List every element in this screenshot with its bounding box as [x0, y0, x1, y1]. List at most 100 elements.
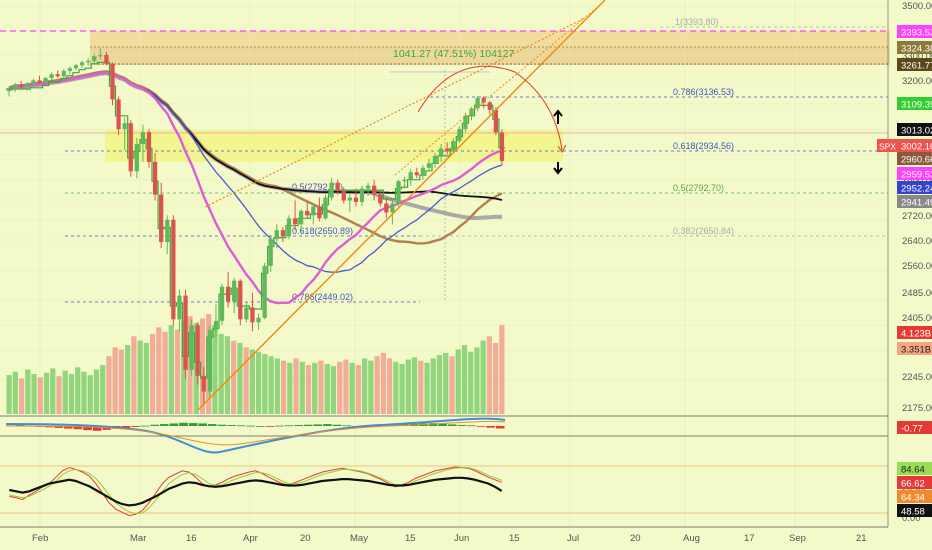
candle-body[interactable]	[238, 280, 243, 320]
candle-body[interactable]	[61, 70, 66, 77]
ma-pink-line[interactable]	[8, 71, 503, 305]
candle-body[interactable]	[183, 295, 188, 370]
candle-body[interactable]	[43, 78, 48, 83]
candle-body[interactable]	[116, 99, 121, 130]
candle-body[interactable]	[86, 60, 91, 63]
candle-body[interactable]	[493, 109, 499, 133]
candle-body[interactable]	[19, 84, 24, 87]
candle-body[interactable]	[122, 123, 127, 130]
candle-body[interactable]	[31, 80, 36, 84]
candle-body[interactable]	[292, 218, 298, 225]
candle-body[interactable]	[213, 320, 219, 330]
trend-line-dotted[interactable]	[204, 17, 586, 208]
candle-body[interactable]	[359, 188, 365, 202]
candle-body[interactable]	[37, 80, 42, 83]
candle-body[interactable]	[201, 375, 206, 392]
price-badge[interactable]: 4.123B	[897, 326, 932, 340]
candle-body[interactable]	[499, 132, 505, 161]
candle-body[interactable]	[92, 56, 97, 61]
candle-body[interactable]	[457, 129, 462, 142]
candle-body[interactable]	[323, 197, 328, 219]
price-badge[interactable]: 2952.24	[897, 181, 932, 195]
candle-body[interactable]	[232, 280, 237, 302]
candle-body[interactable]	[189, 325, 194, 370]
candle-body[interactable]	[225, 286, 231, 302]
candle-body[interactable]	[110, 63, 115, 100]
candle-body[interactable]	[165, 219, 170, 243]
price-badge[interactable]: 2959.53	[897, 167, 932, 181]
candle-body[interactable]	[378, 194, 383, 204]
candle-body[interactable]	[487, 102, 492, 110]
candle-body[interactable]	[244, 307, 249, 320]
ma-brown-line[interactable]	[8, 70, 503, 245]
candle-body[interactable]	[256, 317, 261, 323]
candle-body[interactable]	[420, 167, 425, 176]
step-stop-line[interactable]	[6, 61, 505, 379]
candle-body[interactable]	[353, 197, 359, 202]
candle-body[interactable]	[12, 84, 18, 90]
candle-body[interactable]	[347, 197, 352, 201]
candle-body[interactable]	[171, 219, 176, 320]
candle-body[interactable]	[49, 74, 54, 79]
candle-body[interactable]	[159, 194, 164, 243]
candle-body[interactable]	[6, 89, 12, 92]
candle-body[interactable]	[286, 218, 292, 237]
candle-body[interactable]	[73, 65, 79, 69]
trend-line-main[interactable]	[197, 0, 606, 411]
price-badge[interactable]: 64.34	[897, 490, 932, 504]
candle-body[interactable]	[305, 210, 310, 216]
candle-body[interactable]	[402, 179, 407, 182]
price-badge[interactable]: 3002.10	[897, 139, 932, 153]
candle-body[interactable]	[152, 161, 158, 195]
price-badge[interactable]: 84.64	[897, 462, 932, 476]
price-badge[interactable]: 48.58	[897, 504, 932, 518]
price-badge[interactable]: 3.351B	[897, 342, 932, 356]
candle-body[interactable]	[365, 185, 371, 189]
candle-body[interactable]	[104, 54, 109, 64]
candle-body[interactable]	[481, 97, 486, 103]
candle-body[interactable]	[219, 286, 225, 321]
candle-body[interactable]	[55, 74, 60, 77]
candle-body[interactable]	[414, 172, 419, 176]
candle-body[interactable]	[195, 325, 200, 376]
candle-body[interactable]	[274, 230, 279, 240]
candle-body[interactable]	[335, 182, 340, 191]
price-badge[interactable]: 3324.38	[897, 41, 932, 55]
candle-body[interactable]	[25, 83, 30, 87]
candle-body[interactable]	[384, 203, 389, 213]
candle-body[interactable]	[438, 148, 444, 156]
price-badge[interactable]: 3261.77	[897, 58, 932, 72]
candle-body[interactable]	[451, 141, 456, 152]
candle-body[interactable]	[134, 144, 139, 172]
candle-body[interactable]	[317, 206, 322, 219]
candle-body[interactable]	[311, 206, 316, 216]
candle-body[interactable]	[390, 203, 395, 213]
candle-body[interactable]	[299, 210, 304, 225]
candle-body[interactable]	[432, 155, 438, 164]
price-badge[interactable]: 3013.02	[897, 123, 932, 137]
candle-body[interactable]	[140, 132, 146, 145]
candle-body[interactable]	[268, 239, 273, 266]
price-badge[interactable]: 66.62	[897, 476, 932, 490]
candle-body[interactable]	[128, 123, 133, 172]
candle-body[interactable]	[67, 68, 73, 71]
candle-body[interactable]	[262, 265, 267, 318]
price-badge[interactable]: -0.77	[897, 421, 932, 435]
candle-body[interactable]	[469, 108, 474, 116]
candle-body[interactable]	[426, 163, 432, 168]
candle-body[interactable]	[396, 181, 401, 204]
candle-body[interactable]	[408, 172, 413, 180]
candle-body[interactable]	[372, 185, 377, 195]
candle-body[interactable]	[146, 132, 152, 162]
price-badge[interactable]: 3109.39	[897, 97, 932, 111]
candle-body[interactable]	[341, 190, 346, 201]
candle-body[interactable]	[250, 307, 255, 323]
candle-body[interactable]	[280, 230, 286, 237]
candle-body[interactable]	[329, 182, 334, 198]
candle-body[interactable]	[79, 62, 85, 66]
candle-body[interactable]	[445, 148, 450, 152]
candle-body[interactable]	[207, 329, 212, 392]
price-badge[interactable]: 2960.66	[897, 152, 932, 166]
price-badge[interactable]: 3393.52	[897, 25, 932, 39]
